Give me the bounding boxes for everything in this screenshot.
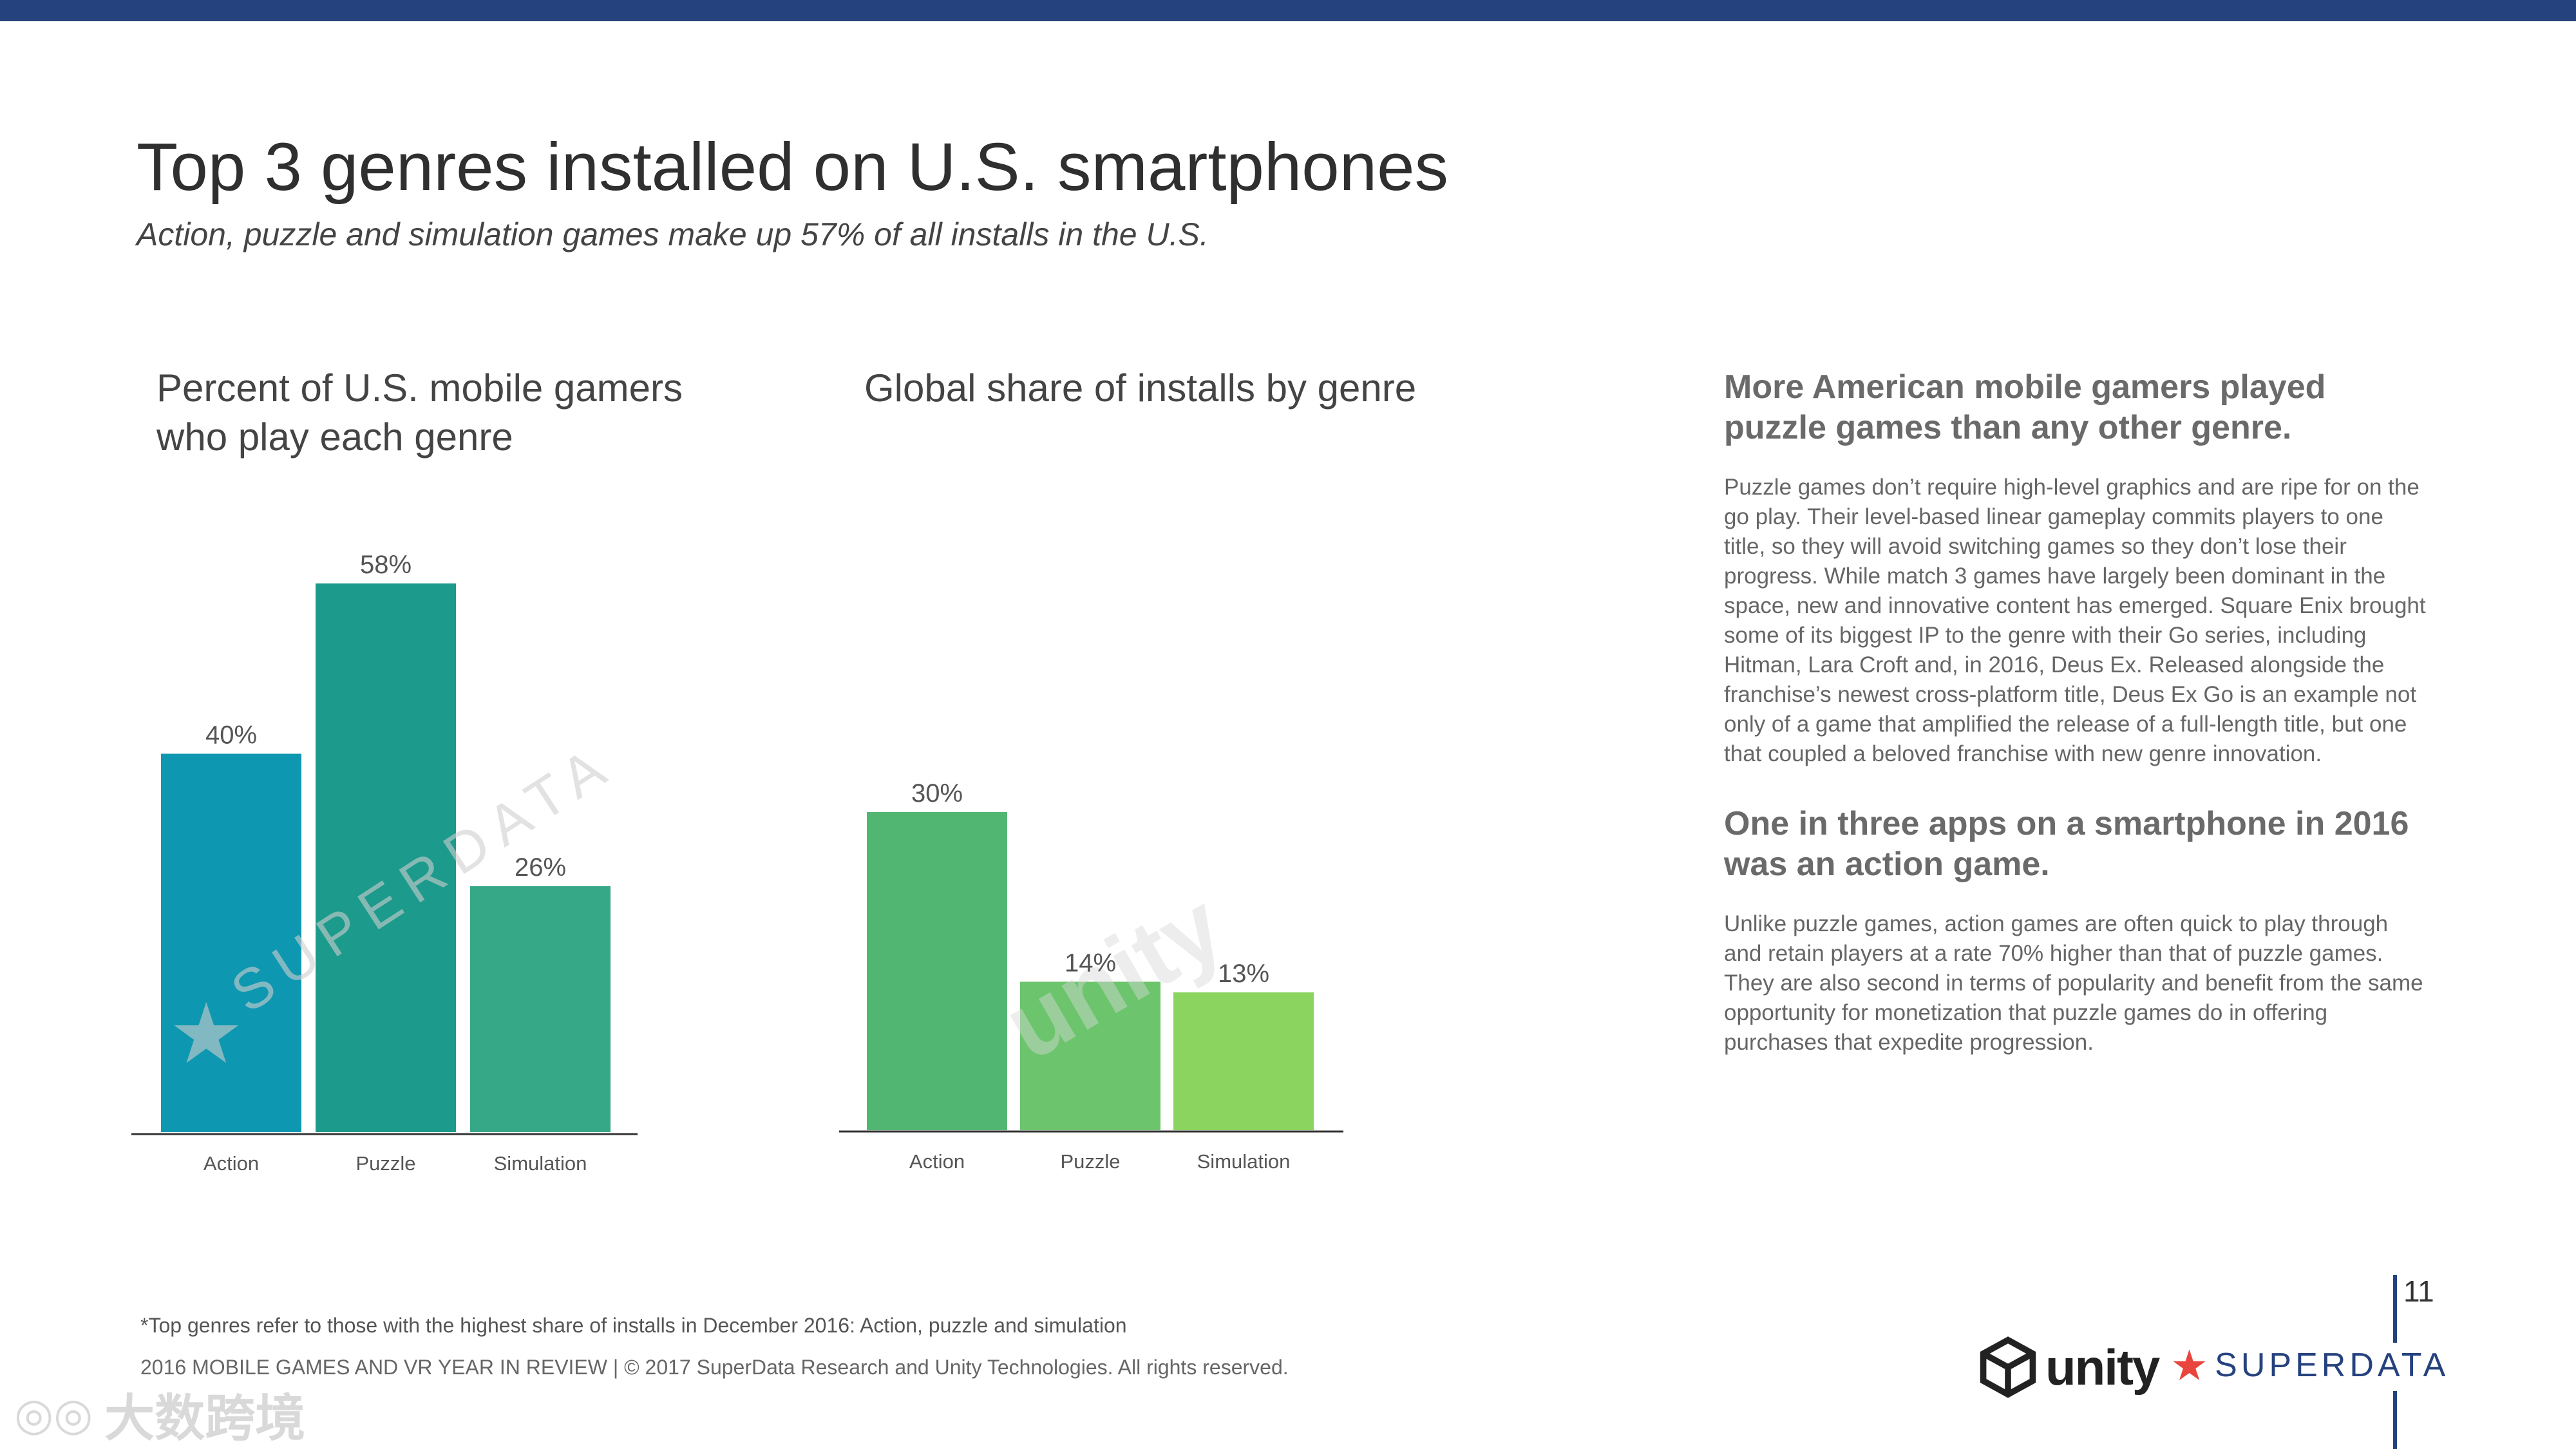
unity-wordmark: unity xyxy=(2045,1338,2160,1396)
chart-title-global-installs: Global share of installs by genre xyxy=(864,366,1417,410)
corner-watermark: ◎◎ 大数跨境 xyxy=(14,1378,305,1449)
bar-action xyxy=(161,753,301,1132)
value-label-puzzle: 14% xyxy=(1065,949,1116,977)
commentary-paragraph-puzzle: Puzzle games don’t require high-level gr… xyxy=(1724,475,2426,766)
category-label-puzzle: Puzzle xyxy=(355,1152,415,1175)
category-label-action: Action xyxy=(204,1152,259,1175)
page-number: 11 xyxy=(2403,1274,2434,1308)
top-accent-bar xyxy=(0,0,2576,21)
value-label-puzzle: 58% xyxy=(360,551,412,579)
value-label-simulation: 13% xyxy=(1218,960,1269,988)
page-divider-bottom xyxy=(2393,1391,2397,1449)
superdata-wordmark: SUPERDATA xyxy=(2215,1347,2450,1384)
commentary-panel: More American mobile gamers played puzzl… xyxy=(1724,367,2426,1092)
bar-simulation xyxy=(470,886,611,1132)
chart-us-gamers: SUPERDATA ★ 40%Action58%Puzzle26%Simulat… xyxy=(131,551,638,1175)
category-label-action: Action xyxy=(909,1150,965,1173)
bar-simulation xyxy=(1173,992,1314,1130)
value-label-action: 40% xyxy=(205,721,257,749)
corner-watermark-text: 大数跨境 xyxy=(104,1390,306,1446)
page-divider-top xyxy=(2393,1275,2397,1343)
commentary-heading-puzzle: More American mobile gamers played puzzl… xyxy=(1724,368,2326,446)
superdata-logo: ★ SUPERDATA xyxy=(2170,1341,2450,1389)
category-label-simulation: Simulation xyxy=(494,1152,587,1175)
category-label-simulation: Simulation xyxy=(1197,1150,1291,1173)
bar-action xyxy=(867,811,1007,1130)
chart-title-us-gamers: Percent of U.S. mobile gamers who play e… xyxy=(156,366,683,459)
page-subtitle: Action, puzzle and simulation games make… xyxy=(137,216,1209,252)
bar-puzzle xyxy=(316,583,456,1132)
star-icon: ★ xyxy=(2170,1341,2209,1389)
watermark-logo-icon: ◎◎ xyxy=(14,1389,93,1439)
bar-puzzle xyxy=(1020,981,1160,1130)
unity-logo: unity xyxy=(1977,1336,2160,1398)
value-label-action: 30% xyxy=(911,779,963,808)
value-label-simulation: 26% xyxy=(515,853,566,882)
commentary-paragraph-action: Unlike puzzle games, action games are of… xyxy=(1724,911,2423,1055)
category-label-puzzle: Puzzle xyxy=(1060,1150,1120,1173)
unity-cube-icon xyxy=(1980,1336,2036,1398)
copyright-line: 2016 MOBILE GAMES AND VR YEAR IN REVIEW … xyxy=(140,1356,1289,1379)
footnote: *Top genres refer to those with the high… xyxy=(140,1314,1127,1337)
star-watermark-icon: ★ xyxy=(169,987,244,1081)
commentary-heading-action: One in three apps on a smartphone in 201… xyxy=(1724,805,2409,883)
page-title: Top 3 genres installed on U.S. smartphon… xyxy=(137,129,1448,205)
